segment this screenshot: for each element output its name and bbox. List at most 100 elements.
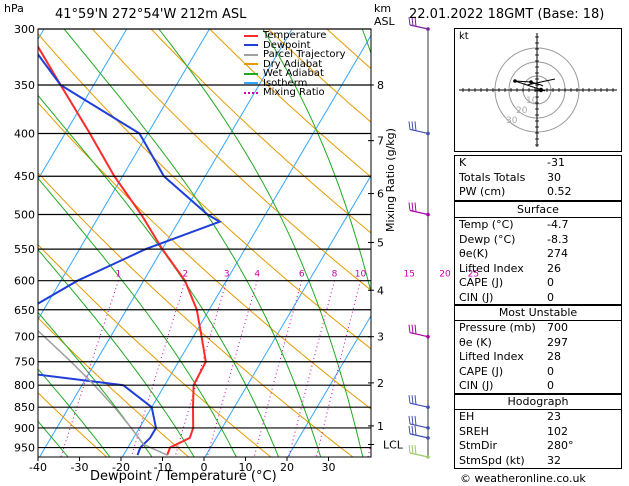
table-row: Dewp (°C) -8.3 bbox=[455, 233, 621, 248]
table-row: CAPE (J) 0 bbox=[455, 365, 621, 380]
legend-item: Parcel Trajectory bbox=[244, 50, 364, 60]
table-row-value: 0 bbox=[547, 364, 554, 378]
table-row-value: 102 bbox=[547, 424, 568, 438]
pressure-tick-label: 350 bbox=[14, 79, 35, 92]
table-row-label: Pressure (mb) bbox=[459, 321, 536, 334]
storm-motion-point bbox=[538, 87, 544, 93]
legend-item: Isotherm bbox=[244, 78, 364, 89]
km-tick-label: 5 bbox=[377, 236, 384, 249]
mixing-ratio-line bbox=[130, 280, 186, 457]
legend-swatch bbox=[244, 72, 258, 75]
mixing-ratio-label: 4 bbox=[254, 270, 260, 280]
legend-label: Parcel Trajectory bbox=[263, 49, 346, 60]
table-row: θe (K) 297 bbox=[455, 336, 621, 351]
table-row-value: 0.52 bbox=[547, 185, 572, 198]
x-tick-label: -10 bbox=[154, 461, 172, 474]
pressure-tick-label: 950 bbox=[14, 442, 35, 455]
table-row-label: CAPE (J) bbox=[459, 276, 504, 289]
wind-barb bbox=[408, 121, 430, 136]
table-row-label: StmSpd (kt) bbox=[459, 453, 525, 467]
table-row: StmDir 280° bbox=[455, 439, 621, 454]
table-heading: Surface bbox=[455, 202, 621, 218]
legend-item: Wet Adiabat bbox=[244, 69, 364, 79]
table-row: Lifted Index 26 bbox=[455, 262, 621, 277]
hodograph-table: Hodograph EH 23 SREH 102 StmDir 280° StmSpd (kt… bbox=[454, 393, 622, 469]
pressure-tick-label: 450 bbox=[14, 170, 35, 183]
legend-swatch bbox=[244, 44, 258, 47]
pressure-tick-label: 800 bbox=[14, 379, 35, 392]
wind-barb bbox=[408, 395, 430, 409]
table-row-value: -8.3 bbox=[547, 232, 569, 246]
pressure-tick-label: 400 bbox=[14, 127, 35, 140]
pressure-tick-label: 500 bbox=[14, 208, 35, 221]
table-row: CIN (J) 0 bbox=[455, 379, 621, 394]
table-row-value: 0 bbox=[547, 379, 554, 392]
dry-adiabat bbox=[38, 392, 108, 457]
hodograph-point bbox=[513, 79, 517, 83]
table-row-value: 32 bbox=[547, 453, 561, 467]
table-row-label: CAPE (J) bbox=[459, 364, 504, 378]
legend-label: Temperature bbox=[263, 30, 327, 41]
header-date: 22.01.2022 18GMT (Base: 18) bbox=[409, 7, 605, 22]
hodograph-trace bbox=[526, 78, 556, 86]
hodograph-unit-label: kt bbox=[459, 31, 469, 42]
x-tick-label: 20 bbox=[280, 461, 294, 474]
table-row-label: Temp (°C) bbox=[459, 218, 514, 231]
table-row: K -31 bbox=[455, 156, 621, 171]
table-row-label: StmDir bbox=[459, 439, 498, 452]
km-tick-label: 1 bbox=[377, 420, 384, 433]
table-row-label: SREH bbox=[459, 424, 489, 438]
hodograph-ring-label: 30 bbox=[506, 116, 518, 126]
km-tick-label: 7 bbox=[377, 135, 384, 148]
legend-item: Mixing Ratio bbox=[244, 88, 364, 98]
km-tick-label: 3 bbox=[377, 331, 384, 344]
table-row: SREH 102 bbox=[455, 425, 621, 440]
table-heading: Hodograph bbox=[455, 394, 621, 410]
table-heading: Most Unstable bbox=[455, 305, 621, 321]
pressure-tick-label: 650 bbox=[14, 304, 35, 317]
x-tick-label: 30 bbox=[322, 461, 336, 474]
table-row: EH 23 bbox=[455, 410, 621, 425]
table-row-label: CIN (J) bbox=[459, 290, 494, 304]
footer-credit: © weatheronline.co.uk bbox=[460, 472, 586, 485]
asl-label: ASL bbox=[374, 15, 395, 28]
legend-label: Wet Adiabat bbox=[263, 68, 324, 79]
table-row-label: Lifted Index bbox=[459, 350, 524, 363]
mixing-ratio-label: 25 bbox=[468, 270, 479, 280]
most-unstable-table: Most Unstable Pressure (mb) 700 θe (K) 297 Li… bbox=[454, 304, 622, 395]
table-row-value: 0 bbox=[547, 276, 554, 289]
table-row-value: 280° bbox=[547, 439, 574, 452]
pressure-tick-label: 300 bbox=[14, 23, 35, 36]
table-row-label: θe(K) bbox=[459, 247, 489, 260]
isotherm bbox=[38, 29, 210, 321]
table-row: Temp (°C) -4.7 bbox=[455, 218, 621, 233]
km-label: km bbox=[374, 2, 392, 15]
wet-adiabat bbox=[38, 368, 111, 457]
table-row-value: 23 bbox=[547, 410, 561, 423]
table-row-value: 700 bbox=[547, 321, 568, 334]
hodograph-ring-label: 10 bbox=[526, 96, 538, 106]
table-row-value: 274 bbox=[547, 247, 568, 260]
legend-swatch bbox=[244, 53, 258, 56]
table-row-value: 30 bbox=[547, 170, 561, 184]
surface-table: Surface Temp (°C) -4.7 Dewp (°C) -8.3 θe(K) 27… bbox=[454, 201, 622, 306]
hodograph: kt 10 20 30 bbox=[454, 28, 622, 152]
wet-adiabat bbox=[0, 4, 34, 466]
mixing-ratio-label: 8 bbox=[332, 270, 338, 280]
legend-swatch bbox=[244, 63, 258, 66]
table-row-label: Totals Totals bbox=[459, 170, 526, 184]
x-tick-label: -20 bbox=[112, 461, 130, 474]
table-row-value: 0 bbox=[547, 290, 554, 304]
header-title: 41°59'N 272°54'W 212m ASL bbox=[55, 7, 247, 22]
table-row: CIN (J) 0 bbox=[455, 291, 621, 306]
table-row-value: 297 bbox=[547, 335, 568, 349]
dry-adiabat bbox=[38, 172, 354, 457]
wind-barb bbox=[408, 324, 430, 339]
dry-adiabat bbox=[38, 317, 190, 457]
table-row-value: -4.7 bbox=[547, 218, 569, 231]
legend-label: Dry Adiabat bbox=[263, 58, 323, 70]
table-row-label: K bbox=[459, 156, 467, 169]
x-tick-label: 0 bbox=[201, 461, 208, 474]
legend-item: Dry Adiabat bbox=[244, 58, 364, 70]
